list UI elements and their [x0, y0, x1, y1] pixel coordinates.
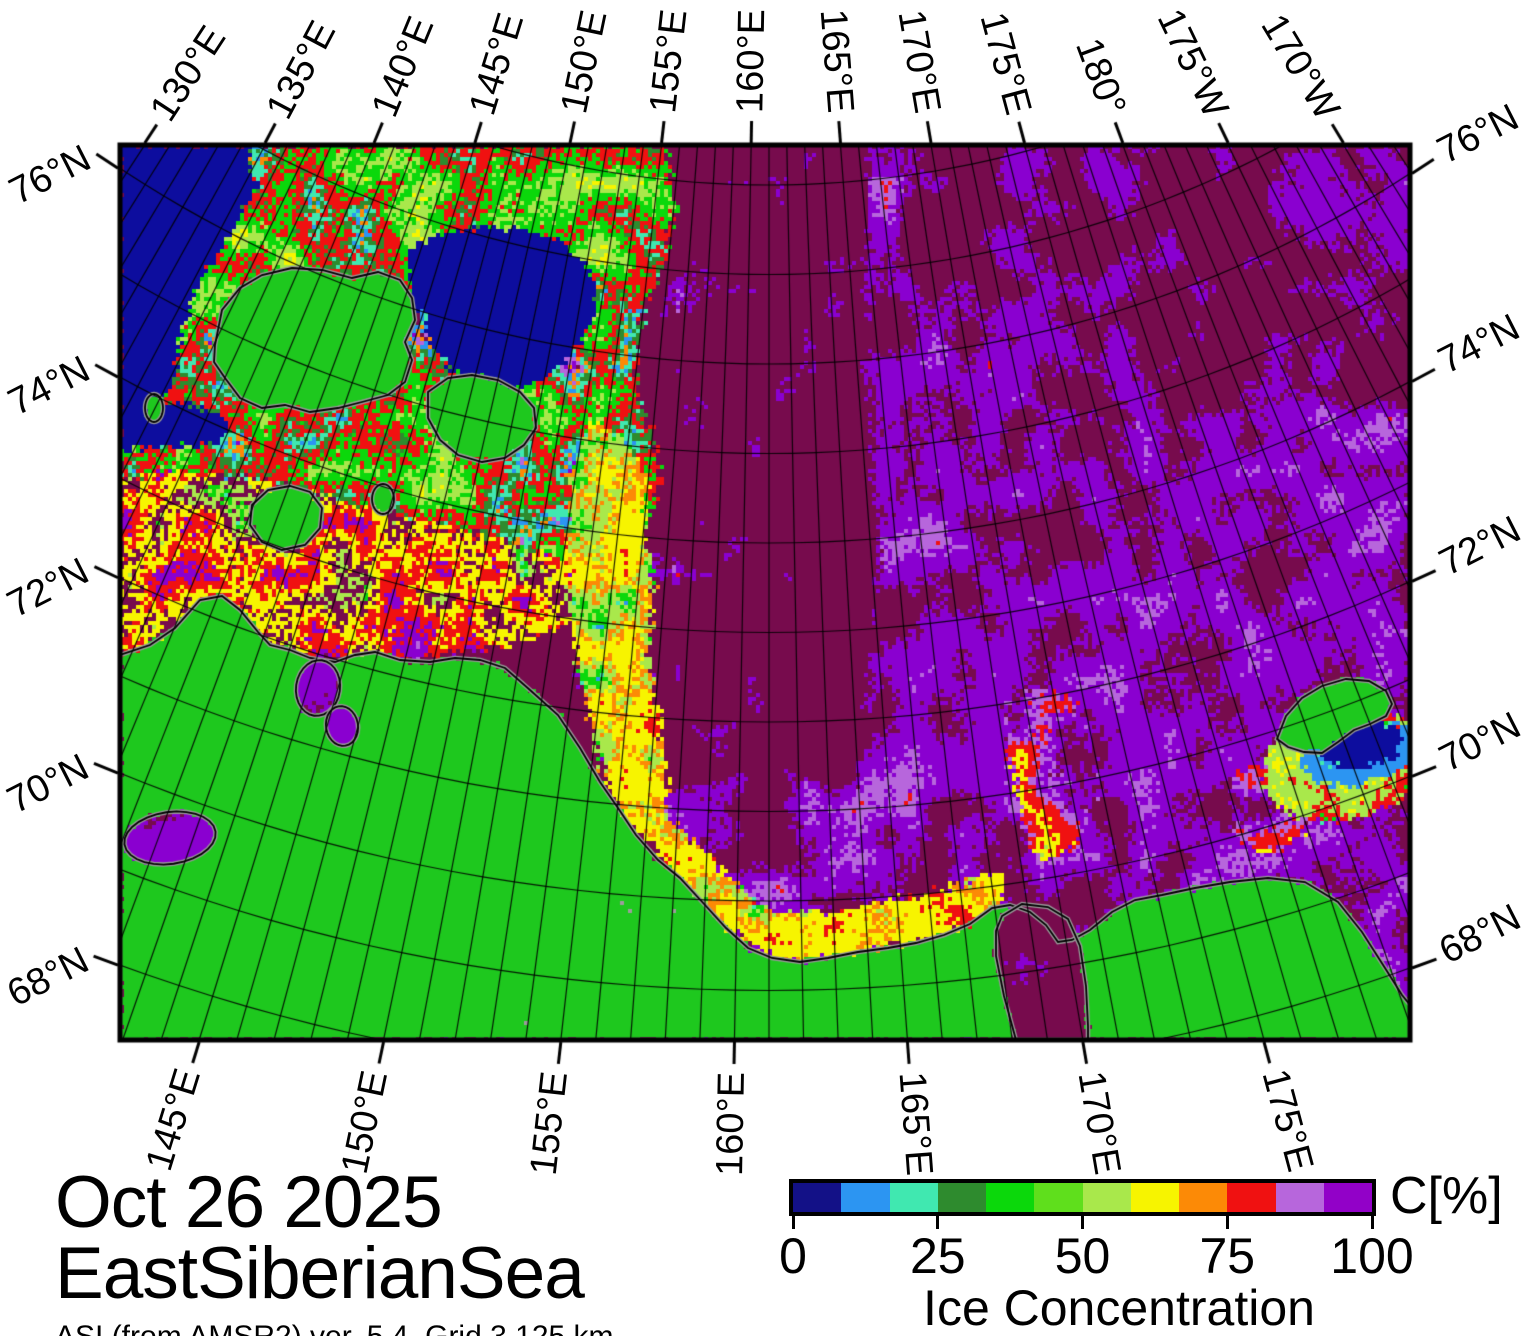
colorbar-segment [1130, 1183, 1179, 1212]
colorbar-segment [1034, 1183, 1083, 1212]
colorbar-tick [791, 1216, 795, 1229]
colorbar-segment [1323, 1183, 1372, 1212]
colorbar-segment [1082, 1183, 1131, 1212]
colorbar-tick [1081, 1216, 1084, 1229]
colorbar-segment [937, 1183, 986, 1212]
source-note: ASI (from AMSR2) ver. 5.4, Grid 3.125 km [55, 1320, 614, 1336]
colorbar-tick [1225, 1216, 1229, 1229]
colorbar-segment [1275, 1183, 1324, 1212]
colorbar-unit-label: C[%] [1390, 1167, 1503, 1225]
colorbar-scale [789, 1179, 1376, 1216]
colorbar-segment [841, 1183, 890, 1212]
colorbar-segment [889, 1183, 938, 1212]
region-title: EastSiberianSea [55, 1232, 585, 1314]
title-block: Oct 26 2025 EastSiberianSea ASI (from AM… [55, 1162, 614, 1336]
colorbar-tick-label: 25 [909, 1228, 966, 1284]
colorbar-tick-label: 75 [1199, 1228, 1256, 1284]
colorbar-tick-label: 50 [1054, 1228, 1111, 1284]
colorbar-segment [1179, 1183, 1228, 1212]
date-title: Oct 26 2025 [55, 1162, 443, 1243]
colorbar-segment [1227, 1183, 1276, 1212]
colorbar-segment [986, 1183, 1035, 1212]
colorbar: 0 25 50 75 100 C[%] Ice Concentration [779, 1170, 1503, 1333]
colorbar-axis-label: Ice Concentration [923, 1280, 1315, 1336]
colorbar-tick [936, 1216, 940, 1229]
colorbar-tick-label: 0 [779, 1228, 807, 1284]
colorbar-tick-label: 100 [1330, 1228, 1414, 1284]
colorbar-tick [1370, 1216, 1374, 1229]
colorbar-segment [793, 1183, 842, 1212]
